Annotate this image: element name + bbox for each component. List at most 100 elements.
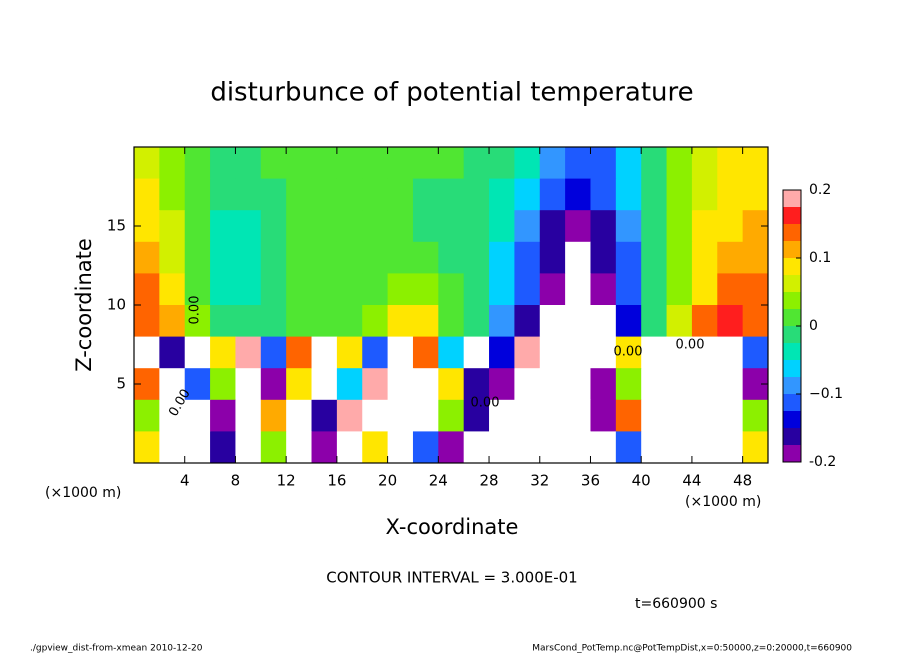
cell bbox=[260, 178, 287, 211]
cell bbox=[691, 305, 718, 338]
x-tick-label: 4 bbox=[180, 472, 190, 490]
cell bbox=[666, 147, 693, 180]
cell bbox=[641, 178, 668, 211]
cell bbox=[184, 305, 211, 338]
cell bbox=[565, 368, 591, 401]
cell bbox=[641, 241, 668, 274]
cell bbox=[412, 431, 439, 464]
cell bbox=[539, 368, 566, 401]
colorbar-segment bbox=[783, 224, 801, 241]
contour-interval: CONTOUR INTERVAL = 3.000E-01 bbox=[326, 569, 577, 587]
cell bbox=[489, 241, 515, 274]
cell bbox=[412, 147, 439, 180]
cell bbox=[514, 147, 541, 180]
cell bbox=[134, 147, 160, 180]
x-unit-label: (×1000 m) bbox=[45, 485, 121, 501]
cell bbox=[691, 368, 718, 401]
cell bbox=[717, 368, 744, 401]
cell bbox=[235, 147, 262, 180]
cell bbox=[691, 273, 718, 306]
cell bbox=[235, 336, 262, 369]
time-label: t=660900 s bbox=[635, 596, 717, 612]
cell bbox=[615, 399, 642, 432]
cell bbox=[210, 431, 236, 464]
cell bbox=[590, 305, 617, 338]
cell bbox=[666, 178, 693, 211]
cell bbox=[286, 368, 313, 401]
cell bbox=[615, 305, 642, 338]
cell bbox=[742, 399, 769, 432]
cell bbox=[615, 147, 642, 180]
cell bbox=[438, 210, 465, 243]
cell bbox=[666, 336, 693, 369]
cell bbox=[463, 241, 490, 274]
cell bbox=[362, 336, 389, 369]
cell bbox=[463, 178, 490, 211]
cell bbox=[666, 368, 693, 401]
cell bbox=[615, 210, 642, 243]
cell bbox=[489, 368, 515, 401]
cell bbox=[336, 178, 363, 211]
cell bbox=[412, 241, 439, 274]
cell bbox=[489, 431, 515, 464]
colorbar-segment bbox=[783, 275, 801, 292]
cell bbox=[590, 241, 617, 274]
cell bbox=[565, 336, 591, 369]
cell bbox=[336, 210, 363, 243]
cell bbox=[514, 273, 541, 306]
cell bbox=[362, 431, 389, 464]
x-tick-label: 16 bbox=[327, 472, 346, 490]
cell bbox=[134, 241, 160, 274]
cell bbox=[235, 399, 262, 432]
colorbar-segment bbox=[783, 411, 801, 428]
cell bbox=[590, 178, 617, 211]
cell bbox=[514, 368, 541, 401]
cell bbox=[260, 368, 287, 401]
colorbar-tick-label: 0.1 bbox=[809, 250, 831, 266]
cell bbox=[286, 147, 313, 180]
cell bbox=[666, 273, 693, 306]
cell bbox=[666, 241, 693, 274]
x-tick-label: 12 bbox=[277, 472, 296, 490]
cell bbox=[311, 336, 338, 369]
cell bbox=[717, 241, 744, 274]
cell bbox=[742, 336, 769, 369]
cell bbox=[539, 210, 566, 243]
cell bbox=[438, 399, 465, 432]
cell bbox=[590, 147, 617, 180]
cell bbox=[463, 147, 490, 180]
cell bbox=[286, 336, 313, 369]
cell bbox=[210, 178, 236, 211]
cell bbox=[210, 368, 236, 401]
cell bbox=[742, 241, 769, 274]
cell bbox=[336, 431, 363, 464]
cell bbox=[311, 241, 338, 274]
cell bbox=[159, 368, 186, 401]
cell bbox=[590, 273, 617, 306]
colorbar-segment bbox=[783, 241, 801, 258]
cell bbox=[286, 178, 313, 211]
cell bbox=[514, 336, 541, 369]
cell bbox=[235, 431, 262, 464]
cell bbox=[134, 399, 160, 432]
field bbox=[134, 147, 769, 464]
cell bbox=[438, 273, 465, 306]
cell bbox=[438, 241, 465, 274]
cell bbox=[539, 336, 566, 369]
cell bbox=[184, 336, 211, 369]
cell bbox=[387, 336, 414, 369]
cell bbox=[514, 241, 541, 274]
cell bbox=[387, 210, 414, 243]
cell bbox=[260, 431, 287, 464]
y-tick-label: 15 bbox=[107, 217, 126, 235]
x-tick-label: 48 bbox=[733, 472, 752, 490]
cell bbox=[362, 399, 389, 432]
cell bbox=[565, 241, 591, 274]
colorbar-segment bbox=[783, 258, 801, 275]
cell bbox=[159, 305, 186, 338]
colorbar-tick-label: 0.2 bbox=[809, 182, 831, 198]
cell bbox=[717, 210, 744, 243]
cell bbox=[286, 305, 313, 338]
cell bbox=[235, 273, 262, 306]
cell bbox=[412, 305, 439, 338]
